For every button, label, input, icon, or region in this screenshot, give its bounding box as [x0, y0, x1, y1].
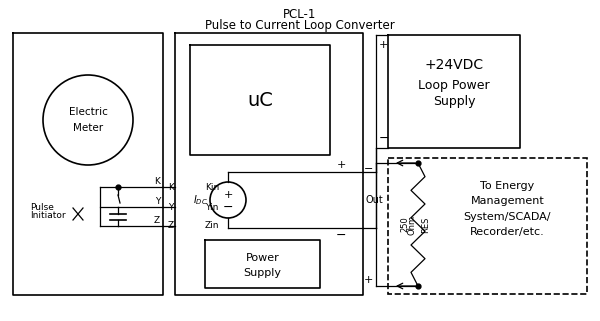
- Circle shape: [43, 75, 133, 165]
- Text: +: +: [379, 40, 388, 50]
- Circle shape: [210, 182, 246, 218]
- Bar: [388, 158, 587, 294]
- Text: Y: Y: [155, 197, 160, 206]
- Text: Loop Power: Loop Power: [418, 79, 490, 91]
- Text: Kin: Kin: [205, 183, 219, 192]
- Text: Initiator: Initiator: [30, 212, 65, 221]
- Text: −: −: [364, 164, 373, 174]
- Text: −: −: [223, 201, 233, 213]
- Text: System/SCADA/: System/SCADA/: [464, 212, 551, 222]
- Text: −: −: [336, 229, 346, 241]
- Text: Y: Y: [168, 203, 173, 212]
- Text: 250: 250: [401, 217, 409, 232]
- Text: uC: uC: [247, 91, 273, 109]
- Text: Power: Power: [245, 253, 280, 263]
- Text: PCL-1: PCL-1: [283, 8, 317, 21]
- Text: +: +: [223, 190, 233, 200]
- Text: Supply: Supply: [433, 96, 475, 108]
- Text: Recorder/etc.: Recorder/etc.: [470, 227, 545, 237]
- Text: RES: RES: [421, 216, 431, 233]
- Text: Z: Z: [168, 221, 174, 230]
- Text: Z: Z: [154, 216, 160, 225]
- Text: Out: Out: [366, 195, 384, 205]
- Text: Supply: Supply: [244, 268, 281, 278]
- Text: K: K: [154, 177, 160, 186]
- Text: Ohm: Ohm: [407, 214, 416, 235]
- Text: Yin: Yin: [205, 203, 218, 212]
- Text: Pulse: Pulse: [30, 203, 54, 212]
- Text: Management: Management: [470, 196, 544, 206]
- Text: To Energy: To Energy: [481, 181, 535, 191]
- Text: $I_{DC}$: $I_{DC}$: [193, 193, 208, 207]
- Text: +: +: [364, 275, 373, 285]
- Text: +24VDC: +24VDC: [424, 58, 484, 72]
- Text: −: −: [379, 132, 389, 145]
- Text: Meter: Meter: [73, 123, 103, 133]
- Text: Electric: Electric: [68, 107, 107, 117]
- Text: K: K: [168, 183, 174, 192]
- Text: Zin: Zin: [205, 221, 220, 230]
- Text: +: +: [337, 160, 346, 170]
- Text: Pulse to Current Loop Converter: Pulse to Current Loop Converter: [205, 19, 395, 32]
